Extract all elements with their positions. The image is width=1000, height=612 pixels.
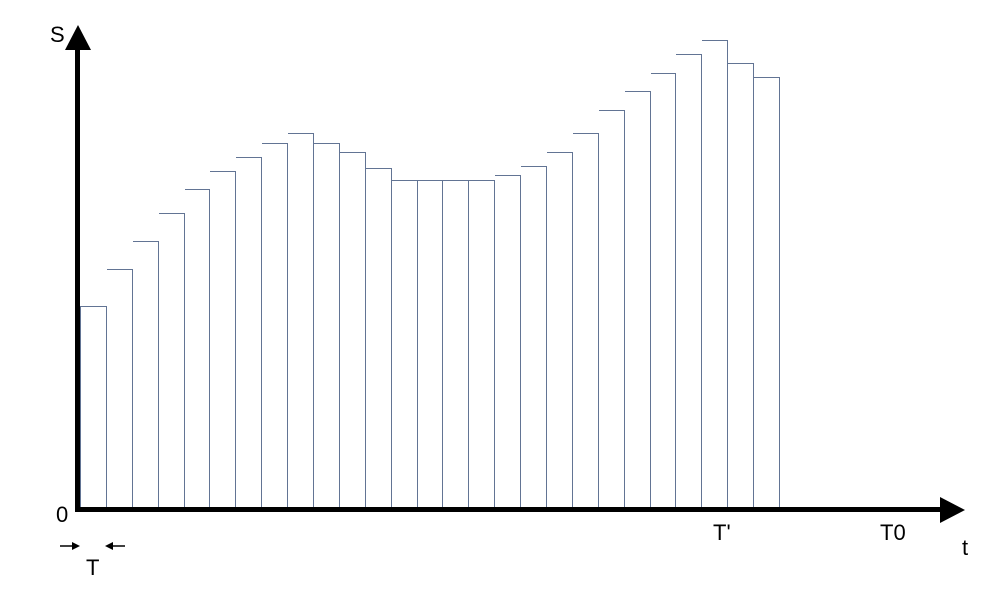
bar bbox=[159, 213, 185, 507]
dim-arrow-right-icon bbox=[105, 538, 125, 554]
bar bbox=[625, 91, 651, 507]
tick-t-prime bbox=[723, 507, 728, 512]
bar bbox=[754, 77, 780, 507]
bar bbox=[573, 133, 599, 507]
bar bbox=[107, 269, 133, 507]
bar bbox=[288, 133, 314, 507]
x-axis-arrow bbox=[940, 497, 965, 523]
bar bbox=[702, 40, 728, 507]
bars-container bbox=[80, 40, 780, 507]
tick-t-end bbox=[102, 507, 107, 512]
origin-label: 0 bbox=[56, 502, 68, 528]
bar bbox=[210, 171, 236, 507]
bar bbox=[262, 143, 288, 507]
bar bbox=[651, 73, 677, 507]
bar bbox=[340, 152, 366, 507]
tick-t0 bbox=[890, 507, 895, 512]
t0-label: T0 bbox=[880, 520, 906, 546]
x-axis-label: t bbox=[962, 535, 968, 561]
bar bbox=[418, 180, 444, 507]
bar bbox=[676, 54, 702, 507]
bar bbox=[521, 166, 547, 507]
bar bbox=[236, 157, 262, 507]
bar bbox=[80, 306, 107, 507]
x-axis bbox=[75, 507, 945, 512]
bar bbox=[469, 180, 495, 507]
y-axis-label: S bbox=[50, 22, 65, 48]
bar bbox=[599, 110, 625, 507]
t-period-label: T bbox=[86, 555, 99, 581]
bar bbox=[443, 180, 469, 507]
t-prime-label: T' bbox=[713, 520, 731, 546]
bar bbox=[314, 143, 340, 507]
dim-arrow-left-icon bbox=[60, 538, 80, 554]
bar bbox=[547, 152, 573, 507]
bar bbox=[185, 189, 211, 507]
bar bbox=[366, 168, 392, 507]
tick-t-start bbox=[78, 507, 83, 512]
bar bbox=[133, 241, 159, 507]
bar bbox=[728, 63, 754, 507]
bar bbox=[392, 180, 418, 507]
chart-container: 0 S t T' T0 T bbox=[30, 10, 970, 580]
bar bbox=[495, 175, 521, 507]
